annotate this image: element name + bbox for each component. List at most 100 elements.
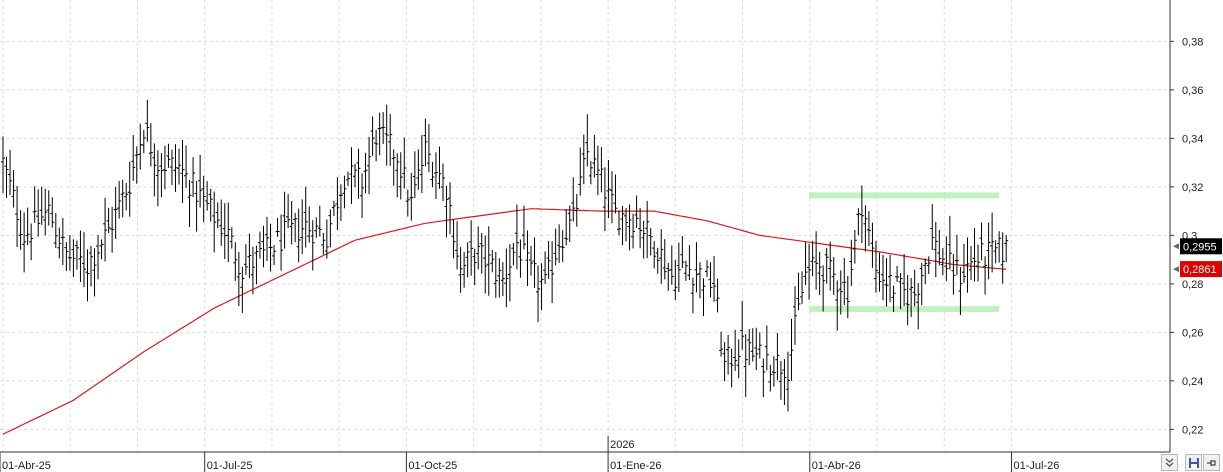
ohlc-bar [113,187,118,239]
ohlc-bar [638,207,643,249]
ohlc-bar [645,200,650,259]
double-chevron-down-icon[interactable] [1161,454,1178,471]
ohlc-bar [859,185,864,244]
ohlc-bar [708,262,713,298]
ohlc-bar [627,204,632,251]
ohlc-bar [521,205,526,250]
x-tick-label: 01-Abr-25 [2,460,51,472]
x-tick-label: 01-Ene-26 [610,460,661,472]
ohlc-bar [67,235,72,271]
ohlc-bar [191,157,196,198]
ohlc-bar [701,278,706,317]
ohlc-bar [965,237,970,293]
ohlc-bar [775,332,780,381]
ohlc-bar [356,148,361,199]
ohlc-bar [940,248,945,276]
ohlc-bar [983,256,988,295]
ohlc-bar [43,188,48,236]
ohlc-bar [504,248,509,308]
ohlc-bar [634,195,639,228]
ohlc-bar [22,212,27,273]
ohlc-bar [286,194,291,229]
ohlc-bar [398,152,403,200]
ohlc-bar [838,270,843,315]
ohlc-bar [856,208,861,236]
ohlc-bar [127,161,132,217]
ohlc-bar [588,160,593,185]
floppy-disk-icon[interactable] [1185,454,1202,471]
ohlc-bar [923,258,928,285]
ohlc-bar [697,262,702,299]
ohlc-bar [159,153,164,198]
ohlc-bar [303,186,308,248]
ohlc-bar [465,242,470,278]
y-tick-label: 0,22 [1182,424,1203,436]
ohlc-bar [409,172,414,221]
ohlc-bar [1,136,5,194]
ohlc-bar [57,227,62,259]
ohlc-bar [335,177,340,231]
ohlc-bar [803,242,808,286]
ohlc-bar [53,213,58,248]
ohlc-bar [683,260,688,281]
ohlc-bar [300,199,305,255]
ohlc-bar [969,246,973,280]
pin-icon[interactable] [1203,454,1220,471]
ohlc-bar [458,247,463,293]
ohlc-bar [363,152,368,194]
ohlc-bar [106,207,111,233]
ohlc-bar [92,248,97,297]
ohlc-bar [986,222,991,280]
ohlc-bar [877,252,882,292]
ohlc-bar [543,251,548,284]
ohlc-bar [384,104,389,166]
ohlc-bar [976,244,981,282]
ohlc-bar [141,129,146,154]
ohlc-bar [518,239,523,278]
ohlc-bar [226,202,231,263]
ohlc-bar [370,116,375,156]
ohlc-bar [74,240,79,270]
ohlc-bar [377,112,382,156]
ohlc-bar [194,180,199,232]
ohlc-bar [486,226,491,296]
ohlc-bar [722,342,727,382]
ohlc-bar [402,137,407,189]
ohlc-bar [539,263,544,311]
ohlc-bar [448,182,453,234]
ohlc-bar [895,265,900,282]
ohlc-bar [764,325,769,371]
ohlc-bar [205,181,210,211]
ohlc-bar [162,145,167,190]
ohlc-bar [36,189,41,237]
ohlc-bar [849,239,854,287]
ohlc-bar [873,240,878,293]
ohlc-bar [712,256,717,302]
ohlc-bar [328,209,333,248]
ohlc-bar [307,206,312,243]
ohlc-bar [532,237,537,288]
ohlc-bar [240,266,245,314]
ohlc-bar [993,240,998,264]
ohlc-bar [96,234,101,280]
ohlc-bar [719,331,724,357]
ohlc-bar [180,139,185,204]
ohlc-bar [208,188,213,222]
ohlc-bar [483,235,488,294]
ohlc-bar [268,223,273,272]
ohlc-bar [152,143,157,197]
ohlc-bar [514,204,519,270]
x-tick-label: 01-Oct-25 [408,460,457,472]
moving-average-label-box [1180,261,1222,278]
ohlc-bar [898,272,903,310]
ohlc-bar [958,267,963,316]
ohlc-bar [131,135,136,181]
ohlc-bar [81,232,86,288]
ohlc-bar [951,254,956,295]
ohlc-bar [648,227,653,256]
ohlc-bar [574,194,579,227]
ohlc-bar [729,348,734,388]
ohlc-bar [624,208,629,242]
ohlc-bar [451,219,456,259]
